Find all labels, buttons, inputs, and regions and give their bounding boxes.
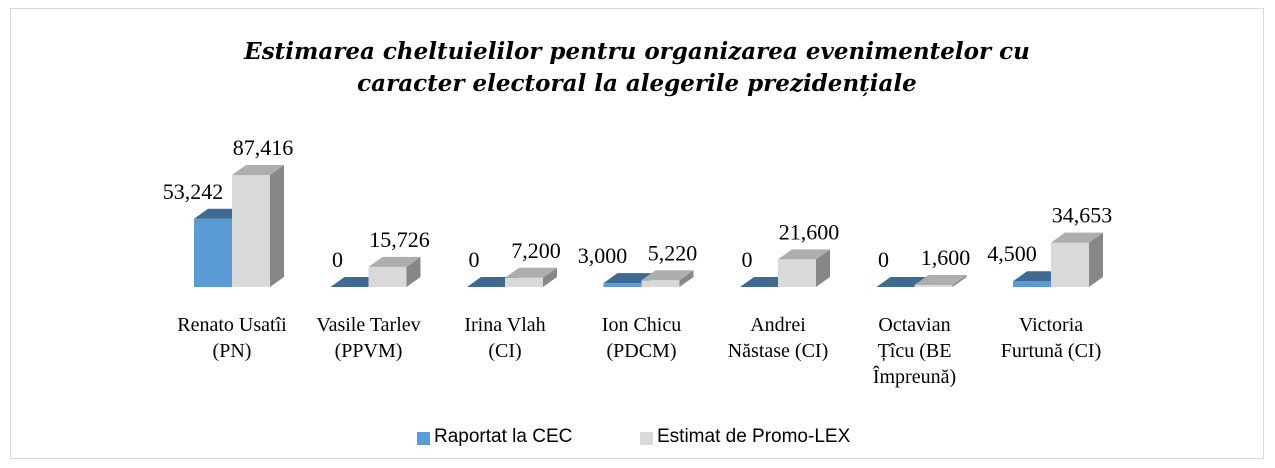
x-tick-label: Renato Usatîi (PN) <box>177 314 287 362</box>
data-label: 15,726 <box>369 227 430 252</box>
data-label: 0 <box>332 247 343 272</box>
data-label: 34,653 <box>1052 203 1113 228</box>
x-tick-label: Andrei Năstase (CI) <box>727 314 829 362</box>
legend-swatch <box>640 432 653 445</box>
bar-top <box>778 249 830 260</box>
data-label: 3,000 <box>578 243 628 268</box>
bar-top <box>232 165 284 175</box>
bar-side <box>816 249 830 287</box>
x-tick-label: Vasile Tarlev (PPVM) <box>316 314 421 362</box>
data-label: 5,220 <box>648 240 698 265</box>
bar-side <box>679 270 694 287</box>
x-tick-label: Ion Chicu (PDCM) <box>601 314 682 362</box>
bar <box>368 266 407 287</box>
bar <box>1013 281 1051 287</box>
data-label: 87,416 <box>233 135 294 160</box>
legend-swatch <box>417 432 430 445</box>
bar-top <box>368 256 421 267</box>
chart-title: Estimarea cheltuielilor pentru organizar… <box>244 38 1030 97</box>
legend-label: Estimat de Promo-LEX <box>657 426 851 447</box>
data-label: 0 <box>878 247 889 272</box>
data-label: 0 <box>469 247 480 272</box>
data-label: 7,200 <box>511 238 561 263</box>
data-label: 53,242 <box>163 179 224 204</box>
x-tick-label: Victoria Furtună (CI) <box>1000 314 1102 362</box>
bar <box>194 218 232 287</box>
bar-side <box>543 267 557 287</box>
legend-label: Raportat la CEC <box>434 426 573 447</box>
bar-side <box>952 274 967 287</box>
bar-side <box>1089 232 1103 287</box>
data-label: 0 <box>742 247 753 272</box>
bar <box>505 277 543 287</box>
data-label: 21,600 <box>779 219 840 244</box>
bar-top <box>1051 232 1103 243</box>
bar-side <box>406 256 421 287</box>
data-label: 4,500 <box>987 241 1037 266</box>
bar <box>1051 242 1089 287</box>
bar-top <box>641 270 694 281</box>
bar <box>778 259 816 287</box>
bar <box>232 175 270 287</box>
data-label: 1,600 <box>921 245 971 270</box>
chart-frame <box>10 8 1264 459</box>
bar <box>603 283 642 287</box>
x-tick-label: Octavian Țîcu (BE Împreună) <box>872 314 957 388</box>
bar-side <box>270 165 284 287</box>
bar <box>914 284 953 287</box>
bar-top <box>505 267 557 278</box>
x-tick-label: Irina Vlah (CI) <box>464 314 546 362</box>
bar-top <box>914 274 967 285</box>
bar <box>641 280 680 287</box>
